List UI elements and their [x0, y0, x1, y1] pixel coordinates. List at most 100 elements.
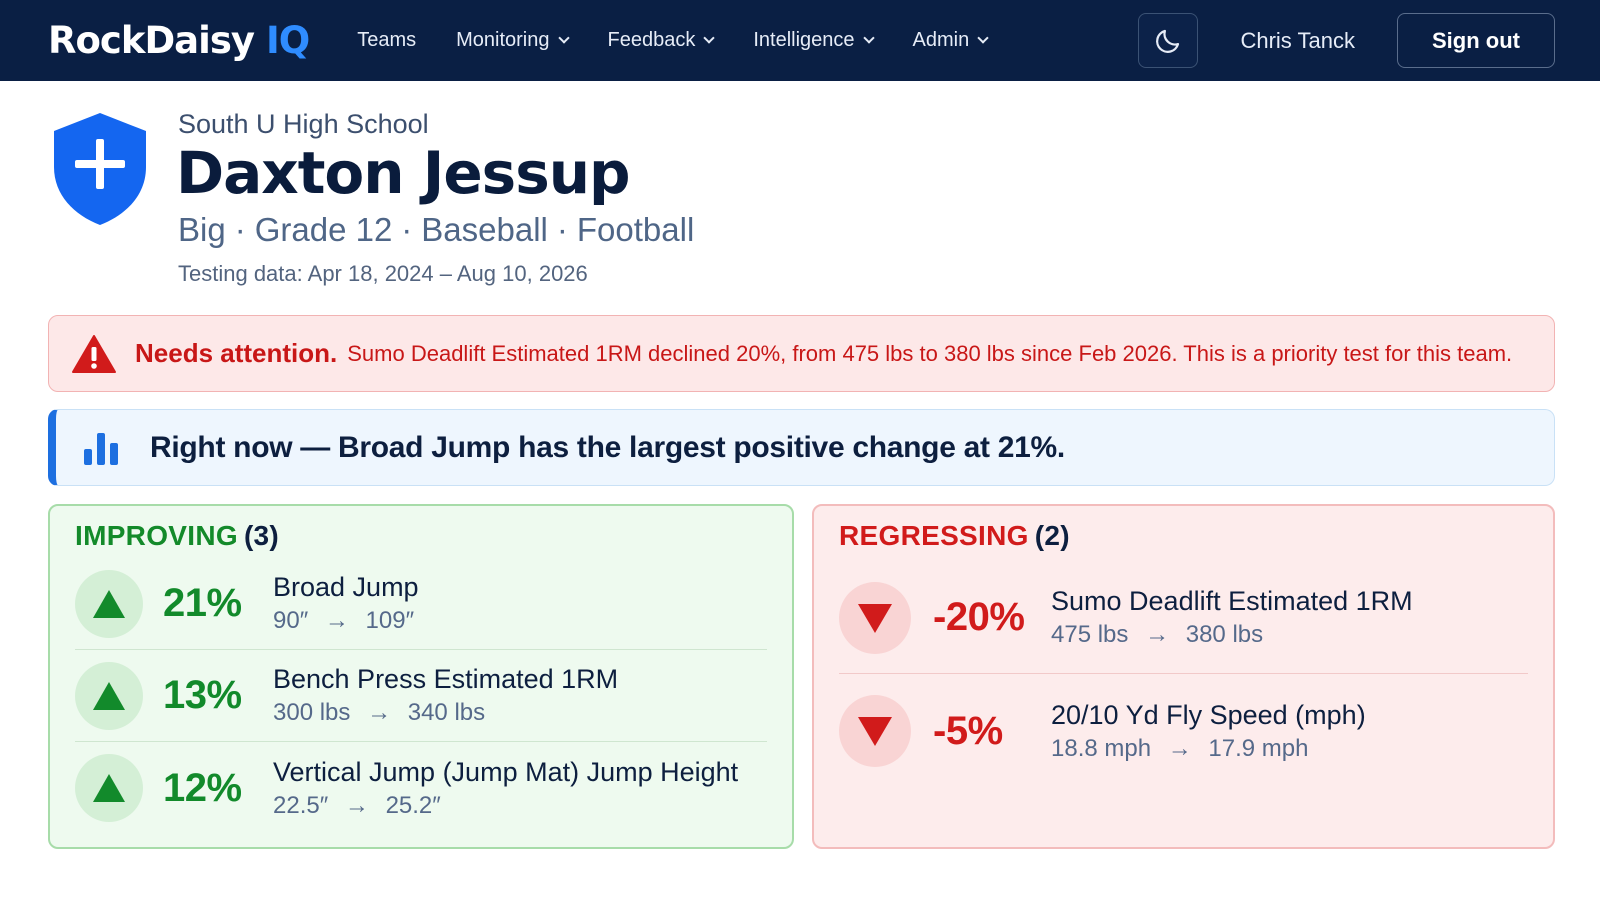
regressing-title: REGRESSING (2) — [839, 520, 1070, 552]
meta-size: Big — [178, 211, 226, 248]
nav-feedback-label: Feedback — [607, 29, 696, 51]
moon-icon — [1156, 29, 1180, 53]
testing-date-range: Testing data: Apr 18, 2024 – Aug 10, 202… — [178, 261, 588, 286]
nav-links: Teams Monitoring Feedback Intelligence A… — [357, 29, 1027, 52]
brand-logo[interactable]: RockDaisy IQ — [48, 19, 310, 62]
triangle-down-icon — [858, 717, 892, 746]
value-from: 475 lbs — [1051, 621, 1129, 648]
meta-sport-2: Football — [576, 211, 695, 248]
change-percent: 12% — [163, 765, 242, 810]
triangle-up-icon — [93, 774, 125, 802]
shield-icon — [54, 113, 146, 225]
nav-teams[interactable]: Teams — [357, 29, 416, 52]
arrow-right-icon: → — [324, 607, 349, 634]
value-to: 380 lbs — [1185, 621, 1264, 648]
value-from: 300 lbs — [273, 699, 351, 726]
change-percent: 21% — [163, 581, 242, 625]
value-from: 22.5″ — [273, 791, 329, 819]
trend-badge — [75, 661, 143, 730]
nav-admin-label: Admin — [912, 29, 970, 51]
athlete-meta: Big · Grade 12 · Baseball · Football — [178, 211, 694, 249]
test-values: 22.5″ → 25.2″ — [273, 792, 738, 820]
alert-text: Sumo Deadlift Estimated 1RM declined 20%… — [347, 340, 1513, 366]
value-to: 340 lbs — [407, 699, 486, 726]
test-values: 90″ → 109″ — [273, 607, 419, 635]
value-from: 18.8 mph — [1051, 734, 1152, 762]
arrow-right-icon: → — [344, 791, 369, 819]
list-item[interactable]: 13% Bench Press Estimated 1RM 300 lbs → … — [75, 650, 767, 742]
improving-label: IMPROVING — [75, 520, 238, 551]
test-info: 20/10 Yd Fly Speed (mph) 18.8 mph → 17.9… — [1051, 700, 1366, 763]
nav-monitoring[interactable]: Monitoring — [456, 29, 570, 52]
alert-title: Needs attention. — [135, 338, 338, 368]
arrow-right-icon: → — [1145, 621, 1170, 648]
chevron-down-icon — [977, 32, 989, 44]
regressing-label: REGRESSING — [839, 520, 1029, 551]
change-percent: 13% — [163, 673, 242, 717]
improving-title: IMPROVING (3) — [75, 520, 279, 552]
test-name: Vertical Jump (Jump Mat) Jump Height — [273, 756, 739, 787]
triangle-up-icon — [93, 589, 125, 618]
improving-panel: IMPROVING (3) 21% Broad Jump 90″ → 109″ 1… — [48, 504, 794, 849]
attention-alert: Needs attention. Sumo Deadlift Estimated… — [48, 315, 1555, 392]
list-item[interactable]: 21% Broad Jump 90″ → 109″ — [75, 558, 767, 650]
trend-badge — [839, 695, 911, 767]
list-item[interactable]: -20% Sumo Deadlift Estimated 1RM 475 lbs… — [839, 562, 1528, 674]
warning-icon — [72, 334, 116, 373]
nav-teams-label: Teams — [357, 29, 417, 51]
trend-badge — [839, 581, 911, 654]
brand-main: RockDaisy — [48, 19, 255, 62]
chevron-down-icon — [862, 32, 875, 44]
regressing-panel: REGRESSING (2) -20% Sumo Deadlift Estimat… — [812, 504, 1555, 849]
test-info: Bench Press Estimated 1RM 300 lbs → 340 … — [273, 664, 618, 727]
nav-intelligence[interactable]: Intelligence — [753, 29, 875, 52]
school-name: South U High School — [178, 109, 429, 139]
brand-accent: IQ — [265, 19, 310, 62]
athlete-profile-header: South U High School Daxton Jessup Big · … — [0, 81, 1600, 309]
improving-count: (3) — [243, 520, 280, 551]
list-item[interactable]: -5% 20/10 Yd Fly Speed (mph) 18.8 mph → … — [839, 676, 1528, 786]
test-values: 300 lbs → 340 lbs — [273, 699, 618, 727]
arrow-right-icon: → — [367, 699, 392, 726]
theme-toggle-button[interactable] — [1138, 13, 1199, 68]
test-info: Broad Jump 90″ → 109″ — [273, 572, 419, 635]
insight-banner: Right now — Broad Jump has the largest p… — [48, 409, 1555, 486]
test-values: 18.8 mph → 17.9 mph — [1051, 735, 1366, 763]
user-name[interactable]: Chris Tanck — [1240, 27, 1355, 53]
meta-separator: · — [401, 211, 413, 248]
triangle-up-icon — [93, 681, 125, 710]
athlete-name: Daxton Jessup — [176, 139, 631, 207]
chevron-down-icon — [703, 32, 716, 44]
test-name: Bench Press Estimated 1RM — [273, 664, 619, 694]
bar-chart-icon — [84, 432, 118, 465]
regressing-count: (2) — [1034, 520, 1070, 551]
chevron-down-icon — [557, 32, 570, 44]
nav-intelligence-label: Intelligence — [753, 29, 855, 51]
nav-feedback[interactable]: Feedback — [607, 29, 716, 52]
meta-separator: · — [556, 211, 568, 248]
test-name: 20/10 Yd Fly Speed (mph) — [1051, 699, 1366, 730]
test-name: Broad Jump — [273, 572, 419, 602]
meta-sport-1: Baseball — [421, 211, 548, 248]
nav-right: Chris Tanck Sign out — [1138, 13, 1555, 68]
change-percent: -20% — [933, 595, 1025, 639]
value-from: 90″ — [273, 607, 309, 634]
test-name: Sumo Deadlift Estimated 1RM — [1051, 586, 1413, 616]
insight-text: Right now — Broad Jump has the largest p… — [150, 430, 1065, 464]
meta-separator: · — [234, 211, 246, 248]
change-percent: -5% — [933, 708, 1003, 753]
test-info: Vertical Jump (Jump Mat) Jump Height 22.… — [273, 757, 738, 820]
list-item[interactable]: 12% Vertical Jump (Jump Mat) Jump Height… — [75, 742, 767, 834]
triangle-down-icon — [858, 603, 892, 633]
trend-badge — [75, 754, 143, 822]
meta-grade: Grade 12 — [254, 211, 393, 248]
value-to: 17.9 mph — [1208, 734, 1309, 762]
sign-out-button[interactable]: Sign out — [1397, 13, 1555, 68]
top-navbar: RockDaisy IQ Teams Monitoring Feedback I… — [0, 0, 1600, 81]
test-values: 475 lbs → 380 lbs — [1051, 621, 1413, 649]
value-to: 109″ — [365, 607, 415, 634]
trend-badge — [75, 569, 143, 638]
value-to: 25.2″ — [385, 791, 441, 819]
nav-monitoring-label: Monitoring — [456, 29, 550, 51]
nav-admin[interactable]: Admin — [912, 29, 989, 52]
